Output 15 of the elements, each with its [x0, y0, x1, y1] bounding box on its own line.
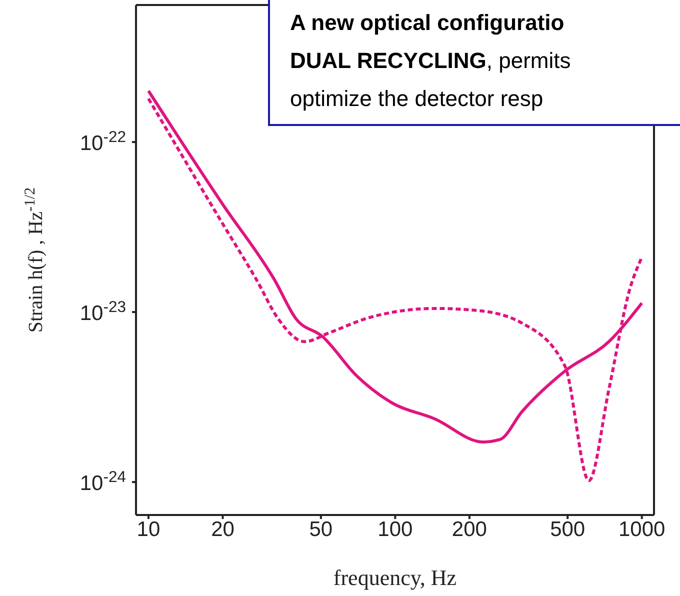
- x-tick-label: 20: [211, 518, 234, 541]
- x-tick-label: 500: [550, 518, 586, 541]
- y-tick-label: 10$^{-24}$: [80, 469, 126, 496]
- annotation: A new optical configuratio: [290, 9, 566, 37]
- x-axis-title: frequency, Hz: [333, 565, 457, 590]
- y-tick-label: 10$^{-22}$: [80, 129, 126, 156]
- x-tick-label: 10: [136, 518, 160, 541]
- y-tick-label: 10$^{-23}$: [80, 299, 126, 326]
- annotation: , permits: [486, 48, 571, 73]
- x-tick-label: 50: [309, 518, 333, 541]
- annotation: optimize the detector resp: [290, 85, 544, 113]
- x-tick-label: 1000: [618, 518, 666, 541]
- annotation: DUAL RECYCLING: [290, 48, 486, 73]
- x-tick-label: 200: [452, 518, 487, 541]
- x-tick-label: 100: [378, 518, 413, 541]
